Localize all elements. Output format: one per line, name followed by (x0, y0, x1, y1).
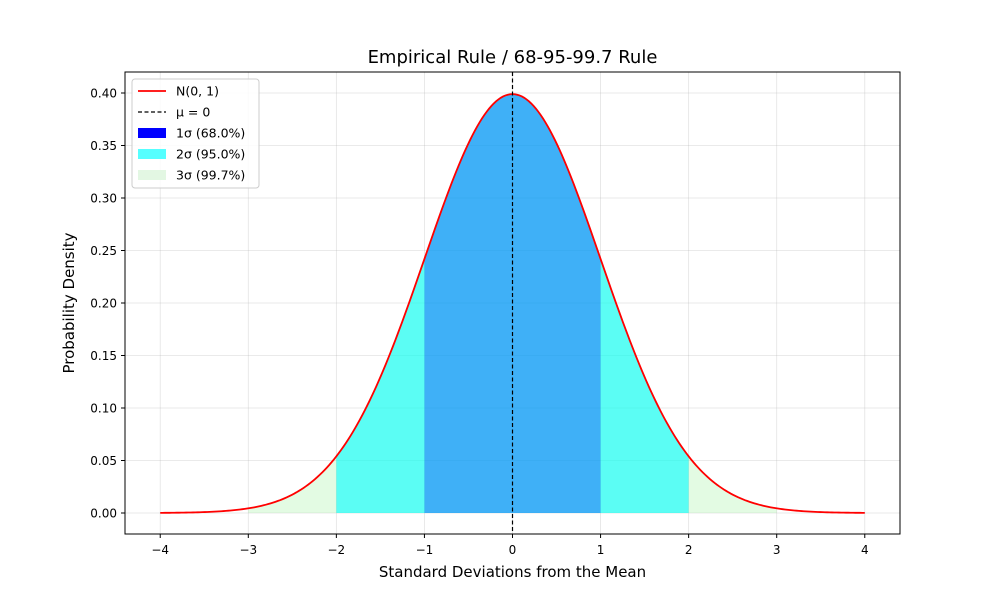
curve-layer (160, 72, 865, 534)
legend-swatch (138, 149, 166, 159)
legend-label: N(0, 1) (176, 84, 219, 99)
legend-swatch (138, 128, 166, 138)
x-tick-label: −3 (239, 543, 257, 557)
legend-label: 2σ (95.0%) (176, 147, 245, 162)
y-tick-label: 0.30 (90, 192, 117, 206)
legend-box (131, 78, 260, 189)
x-tick-label: −4 (151, 543, 169, 557)
x-axis-label: Standard Deviations from the Mean (379, 563, 646, 581)
legend-label: 3σ (99.7%) (176, 168, 245, 183)
legend-item: 2σ (95.0%) (138, 147, 245, 162)
y-tick-label: 0.05 (90, 454, 117, 468)
y-tick-label: 0.15 (90, 349, 117, 363)
y-tick-label: 0.40 (90, 87, 117, 101)
legend: N(0, 1) μ = 0 1σ (68.0%) 2σ (95.0%) 3σ (99.7… (131, 78, 260, 189)
x-tick-label: 0 (509, 543, 517, 557)
shaded-regions (248, 94, 777, 514)
y-tick-label: 0.20 (90, 297, 117, 311)
legend-item: 3σ (99.7%) (138, 168, 245, 183)
y-axis: 0.00 0.05 0.10 0.15 0.20 0.25 0.30 0.35 0.40 (90, 87, 125, 521)
x-tick-label: −1 (416, 543, 434, 557)
x-tick-label: −2 (328, 543, 346, 557)
y-tick-label: 0.00 (90, 507, 117, 521)
legend-item: 1σ (68.0%) (138, 126, 245, 141)
x-axis: −4 −3 −2 −1 0 1 2 3 4 (151, 534, 869, 557)
legend-label: μ = 0 (176, 105, 210, 120)
y-axis-label: Probability Density (60, 232, 78, 373)
x-tick-label: 1 (597, 543, 605, 557)
y-tick-label: 0.35 (90, 139, 117, 153)
legend-item: μ = 0 (138, 105, 210, 120)
legend-label: 1σ (68.0%) (176, 126, 245, 141)
x-tick-label: 3 (773, 543, 781, 557)
x-tick-label: 2 (685, 543, 693, 557)
plot-area (124, 71, 901, 535)
region-1σ (424, 94, 601, 514)
chart-title: Empirical Rule / 68-95-99.7 Rule (368, 47, 658, 68)
x-tick-label: 4 (861, 543, 869, 557)
legend-item: N(0, 1) (138, 84, 219, 99)
y-tick-label: 0.25 (90, 244, 117, 258)
y-tick-label: 0.10 (90, 402, 117, 416)
legend-swatch (138, 170, 166, 180)
region-2σ (336, 94, 689, 514)
